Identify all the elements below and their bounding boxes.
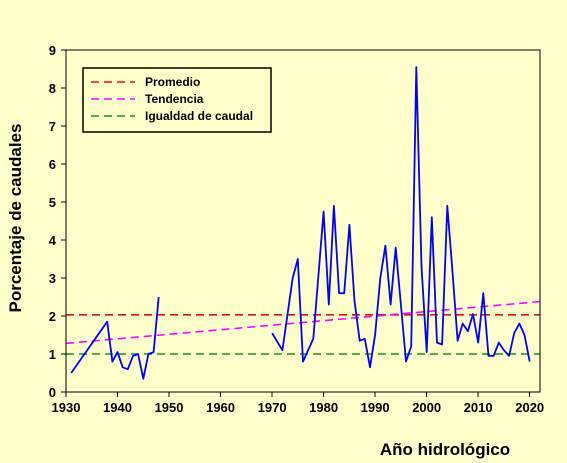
x-tick-label: 2020 — [515, 400, 544, 415]
series-line-segment-2 — [271, 66, 531, 369]
y-tick-label: 4 — [49, 233, 57, 248]
x-tick-label: 2000 — [412, 400, 441, 415]
y-tick-label: 3 — [49, 271, 56, 286]
y-tick-label: 2 — [49, 309, 56, 324]
x-axis-title: Año hidrológico — [380, 440, 510, 459]
legend-label: Promedio — [145, 75, 200, 89]
x-tick-label: 1990 — [361, 400, 390, 415]
legend-box — [82, 67, 272, 133]
y-tick-label: 8 — [49, 81, 56, 96]
y-tick-label: 0 — [49, 385, 56, 400]
x-tick-label: 1950 — [155, 400, 184, 415]
x-tick-label: 1970 — [258, 400, 287, 415]
legend-label: Igualdad de caudal — [145, 109, 253, 123]
legend-label: Tendencia — [145, 92, 204, 106]
series-line-segment-1 — [70, 296, 160, 380]
plot-frame — [65, 49, 541, 393]
y-tick-label: 7 — [49, 119, 56, 134]
x-tick-label: 2010 — [464, 400, 493, 415]
x-tick-label: 1940 — [103, 400, 132, 415]
y-axis-title: Porcentaje de caudales — [6, 124, 25, 313]
y-tick-label: 9 — [49, 43, 56, 58]
x-tick-label: 1980 — [309, 400, 338, 415]
y-tick-label: 1 — [49, 347, 56, 362]
x-tick-label: 1960 — [206, 400, 235, 415]
y-tick-label: 6 — [49, 157, 56, 172]
reference-line-tendencia — [65, 300, 541, 345]
x-tick-label: 1930 — [52, 400, 81, 415]
y-tick-label: 5 — [49, 195, 56, 210]
